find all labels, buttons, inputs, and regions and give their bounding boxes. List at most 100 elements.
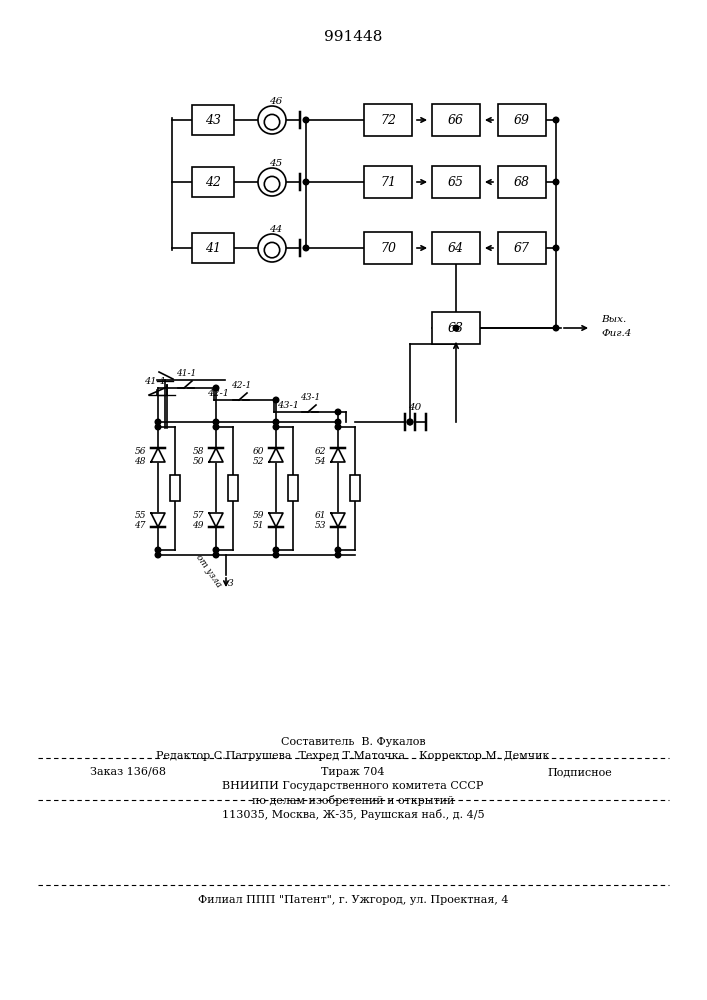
Circle shape — [258, 234, 286, 262]
Bar — [192, 233, 234, 263]
Polygon shape — [209, 448, 223, 462]
Text: 51: 51 — [252, 522, 264, 530]
Text: 62: 62 — [315, 446, 326, 456]
Text: 40: 40 — [409, 403, 421, 412]
Circle shape — [453, 325, 459, 331]
Bar — [288, 475, 298, 501]
Polygon shape — [269, 513, 283, 527]
Circle shape — [553, 325, 559, 331]
Text: 41-1: 41-1 — [144, 377, 166, 386]
Text: Заказ 136/68: Заказ 136/68 — [90, 767, 166, 777]
Circle shape — [273, 552, 279, 558]
Polygon shape — [151, 513, 165, 527]
Text: 45: 45 — [269, 159, 283, 168]
Circle shape — [214, 547, 218, 553]
Circle shape — [214, 424, 218, 430]
Text: 63: 63 — [448, 322, 464, 334]
Circle shape — [335, 552, 341, 558]
Circle shape — [303, 179, 309, 185]
Text: 66: 66 — [448, 113, 464, 126]
Text: 42-1: 42-1 — [231, 381, 251, 390]
Bar — [228, 475, 238, 501]
Text: 43: 43 — [205, 113, 221, 126]
Text: по делам изобретений и открытий: по делам изобретений и открытий — [252, 794, 454, 806]
Text: 55: 55 — [134, 512, 146, 520]
Circle shape — [335, 424, 341, 430]
Bar — [498, 166, 546, 198]
Circle shape — [273, 419, 279, 425]
Text: 47: 47 — [134, 522, 146, 530]
Circle shape — [214, 552, 218, 558]
Text: 48: 48 — [134, 456, 146, 466]
Text: 60: 60 — [252, 446, 264, 456]
Bar — [432, 312, 480, 344]
Text: 49: 49 — [192, 522, 204, 530]
Text: 53: 53 — [315, 522, 326, 530]
Text: 58: 58 — [192, 446, 204, 456]
Text: 61: 61 — [315, 512, 326, 520]
Text: 72: 72 — [380, 113, 396, 126]
Bar — [350, 475, 360, 501]
Bar — [498, 104, 546, 136]
Circle shape — [407, 419, 413, 425]
Text: 44: 44 — [269, 226, 283, 234]
Circle shape — [553, 245, 559, 251]
Text: 991448: 991448 — [324, 30, 382, 44]
Text: 67: 67 — [514, 241, 530, 254]
Circle shape — [335, 409, 341, 415]
Text: от узла: от узла — [194, 553, 223, 589]
Polygon shape — [151, 448, 165, 462]
Text: 56: 56 — [134, 446, 146, 456]
Text: 64: 64 — [448, 241, 464, 254]
Text: Тираж 704: Тираж 704 — [321, 767, 385, 777]
Polygon shape — [331, 513, 345, 527]
Text: 54: 54 — [315, 456, 326, 466]
Text: 70: 70 — [380, 241, 396, 254]
Bar — [170, 475, 180, 501]
Bar — [498, 232, 546, 264]
Circle shape — [214, 419, 218, 425]
Bar — [432, 232, 480, 264]
Circle shape — [156, 419, 160, 425]
Circle shape — [553, 117, 559, 123]
Text: Подписное: Подписное — [548, 767, 612, 777]
Bar — [192, 105, 234, 135]
Circle shape — [553, 179, 559, 185]
Text: 42-1: 42-1 — [207, 389, 229, 398]
Circle shape — [407, 419, 413, 425]
Text: 43-1: 43-1 — [300, 393, 320, 402]
Bar — [432, 166, 480, 198]
Circle shape — [214, 385, 218, 391]
Text: ВНИИПИ Государственного комитета СССР: ВНИИПИ Государственного комитета СССР — [222, 781, 484, 791]
Circle shape — [156, 552, 160, 558]
Text: Вых.: Вых. — [601, 314, 626, 324]
Text: 50: 50 — [192, 456, 204, 466]
Text: 3: 3 — [228, 578, 234, 587]
Text: 69: 69 — [514, 113, 530, 126]
Text: 113035, Москва, Ж-35, Раушская наб., д. 4/5: 113035, Москва, Ж-35, Раушская наб., д. … — [222, 808, 484, 820]
Circle shape — [258, 106, 286, 134]
Text: Филиал ППП "Патент", г. Ужгород, ул. Проектная, 4: Филиал ППП "Патент", г. Ужгород, ул. Про… — [198, 895, 508, 905]
Text: Редактор С.Патрушева  Техред Т.Маточка    Корректор М. Демчик: Редактор С.Патрушева Техред Т.Маточка Ко… — [156, 751, 549, 761]
Circle shape — [335, 419, 341, 425]
Polygon shape — [209, 513, 223, 527]
Circle shape — [273, 547, 279, 553]
Text: 65: 65 — [448, 176, 464, 188]
Text: Составитель  В. Фукалов: Составитель В. Фукалов — [281, 737, 426, 747]
Polygon shape — [269, 448, 283, 462]
Text: 71: 71 — [380, 176, 396, 188]
Circle shape — [156, 424, 160, 430]
Text: 57: 57 — [192, 512, 204, 520]
Text: 42: 42 — [205, 176, 221, 188]
Bar — [432, 104, 480, 136]
Bar — [364, 104, 412, 136]
Circle shape — [273, 397, 279, 403]
Circle shape — [156, 547, 160, 553]
Bar — [364, 232, 412, 264]
Polygon shape — [331, 448, 345, 462]
Circle shape — [303, 117, 309, 123]
Text: Фиг.4: Фиг.4 — [601, 328, 631, 338]
Text: 41-1: 41-1 — [176, 369, 196, 378]
Circle shape — [303, 245, 309, 251]
Bar — [192, 167, 234, 197]
